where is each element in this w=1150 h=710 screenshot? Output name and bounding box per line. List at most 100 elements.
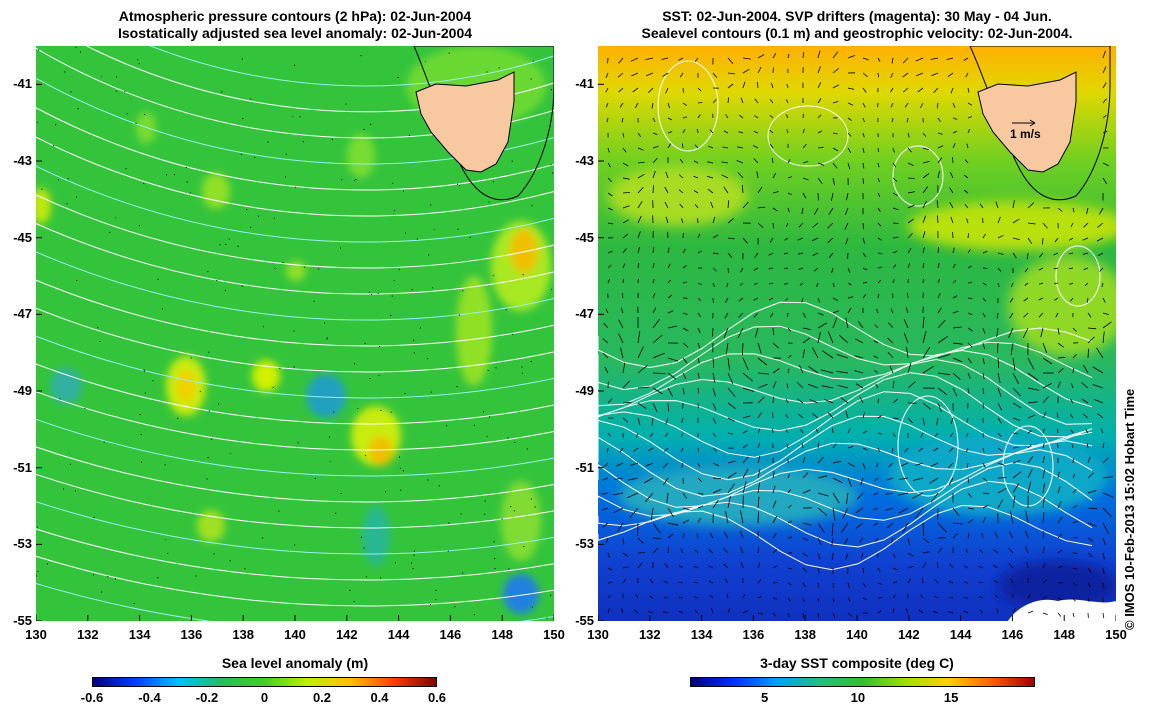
sla-data-dot [457,183,458,185]
sla-data-dot [435,589,437,591]
sla-data-dot [380,577,382,579]
velocity-vector [1027,387,1040,391]
velocity-vector [1012,387,1022,397]
sla-data-dot [514,441,516,443]
sla-data-dot [454,606,456,608]
velocity-vector [666,492,669,503]
velocity-vector [1102,567,1105,574]
velocity-vector [922,278,924,284]
velocity-vector [891,117,894,123]
velocity-vector [637,173,645,179]
velocity-vector [949,172,954,179]
velocity-vector [1053,252,1059,256]
sla-data-dot [107,576,109,578]
velocity-vector [620,608,624,614]
velocity-vector [1087,336,1095,344]
velocity-vector [678,611,684,614]
velocity-vector [757,66,762,74]
velocity-vector [921,578,924,584]
velocity-vector [832,67,839,74]
velocity-vector [832,132,838,135]
velocity-vector [855,338,864,344]
velocity-vector [637,215,642,224]
right-title-line2: Sealevel contours (0.1 m) and geostrophi… [641,25,1073,41]
velocity-vector [1072,504,1078,509]
sla-data-dot [433,229,435,230]
velocity-vector [949,187,954,194]
velocity-vector [652,145,659,149]
velocity-vector [1102,522,1109,534]
velocity-vector [635,594,639,599]
velocity-vector [622,192,630,194]
right-colorbar-title: 3-day SST composite (deg C) [760,655,954,671]
velocity-vector [667,279,671,284]
sla-data-dot [473,424,475,426]
sealevel-contour [598,462,1093,521]
velocity-vector [967,519,974,524]
velocity-vector [682,248,686,254]
sla-data-dot [505,309,507,311]
velocity-vector [632,87,639,93]
velocity-vector [1010,342,1014,355]
velocity-vector [922,402,931,410]
velocity-vector [725,114,729,119]
velocity-vector [799,365,804,374]
sla-data-dot [76,279,78,281]
velocity-vector [772,428,774,434]
velocity-vector [768,297,774,301]
velocity-vector [862,237,865,244]
velocity-vector [665,216,669,224]
velocity-vector [1068,252,1074,255]
sla-data-dot [534,506,536,508]
velocity-vector [667,522,679,526]
velocity-vector [738,312,744,318]
pressure-contour [149,46,554,87]
sst-map[interactable]: 1 m/s [598,46,1116,621]
velocity-vector [708,145,714,149]
velocity-vector [821,385,834,389]
sla-map[interactable] [36,46,554,621]
velocity-vector [1008,563,1014,569]
velocity-vector [854,370,864,374]
velocity-vector [724,578,729,584]
velocity-vector [967,342,973,348]
velocity-vector [982,267,988,269]
sla-data-dot [77,108,79,110]
velocity-vector [742,456,749,464]
sla-data-dot [488,201,490,203]
sealevel-contour [897,395,959,497]
velocity-vector [907,381,916,389]
sla-data-dot [135,122,137,124]
velocity-vector [697,517,701,524]
pressure-contour [36,473,554,529]
velocity-vector [892,250,898,254]
velocity-vector [723,563,729,569]
y-tick-label: -55 [575,613,594,628]
sla-data-dot [413,550,415,552]
sla-data-dot [501,518,503,520]
velocity-vector [667,310,674,314]
velocity-vector [768,252,774,256]
velocity-vector [802,144,807,149]
velocity-vector [817,130,823,134]
sla-data-dot [349,589,351,591]
velocity-vector [840,522,849,534]
sla-data-dot [141,461,142,463]
sla-data-dot [225,243,227,245]
velocity-vector [1010,578,1014,584]
velocity-vector [930,57,939,60]
velocity-vector [697,327,701,334]
sla-data-dot [126,113,128,115]
velocity-vector [682,116,688,119]
velocity-vector [890,72,894,78]
velocity-vector [847,597,851,602]
velocity-vector [817,492,829,497]
sla-data-dot [511,160,513,162]
velocity-vector [725,297,729,303]
velocity-vector [697,114,701,119]
velocity-vector [890,102,894,108]
velocity-vector [607,432,612,437]
velocity-vector [754,252,759,258]
velocity-vector [652,157,658,164]
velocity-vector [754,98,759,104]
